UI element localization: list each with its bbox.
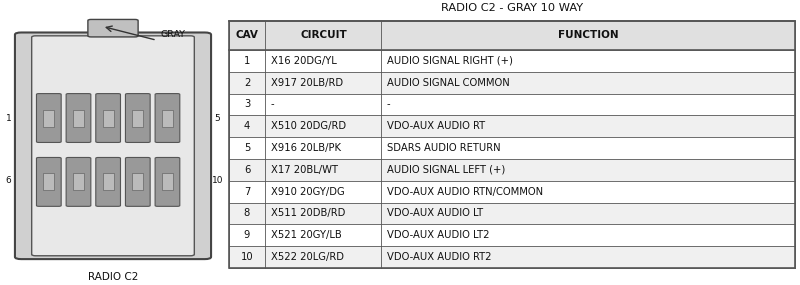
FancyBboxPatch shape	[32, 36, 194, 256]
Text: X521 20GY/LB: X521 20GY/LB	[271, 230, 342, 240]
Text: 6: 6	[6, 176, 11, 185]
Text: CAV: CAV	[235, 30, 258, 40]
Text: VDO-AUX AUDIO LT2: VDO-AUX AUDIO LT2	[387, 230, 490, 240]
Text: SDARS AUDIO RETURN: SDARS AUDIO RETURN	[387, 143, 501, 153]
Bar	[162, 109, 173, 127]
Text: 5: 5	[244, 143, 250, 153]
Text: GRAY: GRAY	[161, 30, 186, 39]
Bar	[229, 50, 794, 72]
Bar	[229, 159, 794, 181]
Text: 2: 2	[244, 78, 250, 88]
FancyBboxPatch shape	[155, 93, 180, 142]
Text: AUDIO SIGNAL RIGHT (+): AUDIO SIGNAL RIGHT (+)	[387, 56, 513, 66]
Bar	[43, 173, 54, 190]
FancyBboxPatch shape	[155, 157, 180, 206]
Text: 8: 8	[244, 209, 250, 219]
Text: AUDIO SIGNAL COMMON: AUDIO SIGNAL COMMON	[387, 78, 510, 88]
Text: -: -	[271, 99, 274, 109]
FancyBboxPatch shape	[96, 93, 121, 142]
Text: VDO-AUX AUDIO LT: VDO-AUX AUDIO LT	[387, 209, 483, 219]
Text: RADIO C2: RADIO C2	[88, 272, 138, 282]
Text: 4: 4	[244, 121, 250, 131]
Bar	[229, 224, 794, 246]
Text: X510 20DG/RD: X510 20DG/RD	[271, 121, 346, 131]
FancyBboxPatch shape	[66, 93, 91, 142]
FancyBboxPatch shape	[66, 157, 91, 206]
Bar	[132, 109, 143, 127]
Bar	[229, 246, 794, 268]
Bar	[229, 115, 794, 137]
Text: VDO-AUX AUDIO RTN/COMMON: VDO-AUX AUDIO RTN/COMMON	[387, 187, 543, 197]
FancyBboxPatch shape	[37, 93, 61, 142]
Bar	[132, 173, 143, 190]
Text: 1: 1	[6, 113, 11, 123]
FancyBboxPatch shape	[126, 93, 150, 142]
Text: X16 20DG/YL: X16 20DG/YL	[271, 56, 337, 66]
Text: X522 20LG/RD: X522 20LG/RD	[271, 252, 344, 262]
Bar	[229, 21, 794, 268]
Bar	[229, 93, 794, 115]
Text: VDO-AUX AUDIO RT2: VDO-AUX AUDIO RT2	[387, 252, 491, 262]
Bar	[102, 109, 114, 127]
Bar	[229, 203, 794, 224]
Text: X17 20BL/WT: X17 20BL/WT	[271, 165, 338, 175]
Text: X917 20LB/RD: X917 20LB/RD	[271, 78, 343, 88]
Text: 10: 10	[212, 176, 223, 185]
Text: 5: 5	[214, 113, 220, 123]
Text: 3: 3	[244, 99, 250, 109]
Bar	[229, 181, 794, 203]
FancyBboxPatch shape	[15, 32, 211, 259]
FancyBboxPatch shape	[37, 157, 61, 206]
Text: X910 20GY/DG: X910 20GY/DG	[271, 187, 345, 197]
Text: FUNCTION: FUNCTION	[558, 30, 618, 40]
Text: RADIO C2 - GRAY 10 WAY: RADIO C2 - GRAY 10 WAY	[441, 3, 582, 13]
Text: CIRCUIT: CIRCUIT	[300, 30, 346, 40]
Text: X916 20LB/PK: X916 20LB/PK	[271, 143, 341, 153]
Text: VDO-AUX AUDIO RT: VDO-AUX AUDIO RT	[387, 121, 485, 131]
Text: 1: 1	[244, 56, 250, 66]
Bar	[162, 173, 173, 190]
Bar	[73, 109, 84, 127]
Text: 7: 7	[244, 187, 250, 197]
Bar	[73, 173, 84, 190]
Text: X511 20DB/RD: X511 20DB/RD	[271, 209, 346, 219]
Text: AUDIO SIGNAL LEFT (+): AUDIO SIGNAL LEFT (+)	[387, 165, 506, 175]
Text: -: -	[387, 99, 390, 109]
Text: 10: 10	[241, 252, 254, 262]
Bar	[229, 21, 794, 50]
Text: 9: 9	[244, 230, 250, 240]
FancyBboxPatch shape	[88, 19, 138, 37]
FancyBboxPatch shape	[126, 157, 150, 206]
Bar	[229, 72, 794, 93]
Bar	[229, 137, 794, 159]
Bar	[102, 173, 114, 190]
Text: 6: 6	[244, 165, 250, 175]
FancyBboxPatch shape	[96, 157, 121, 206]
Bar	[43, 109, 54, 127]
